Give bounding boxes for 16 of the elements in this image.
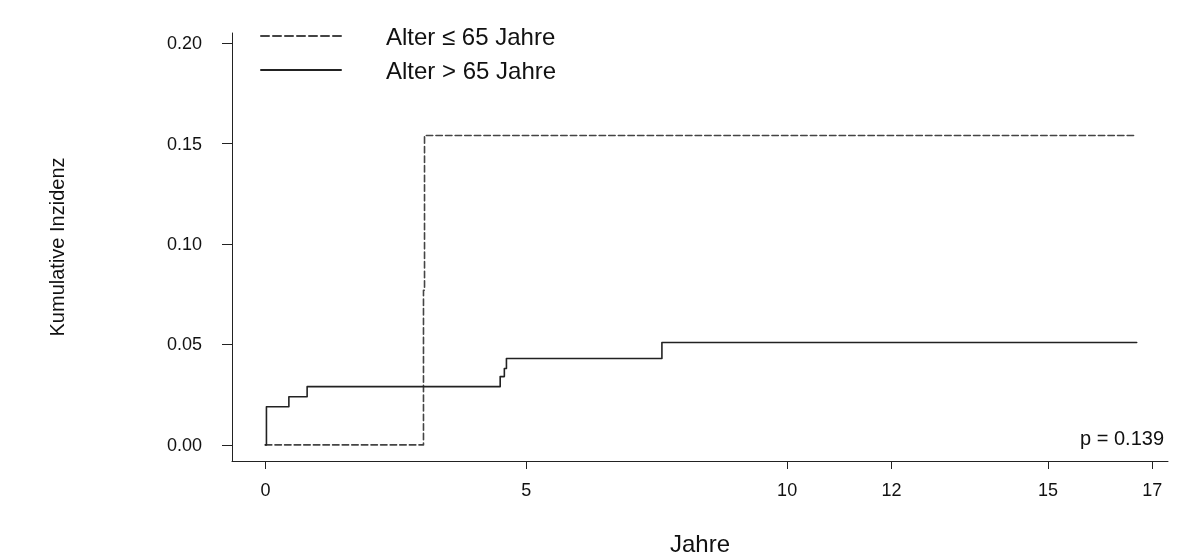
x-tick-label: 12 (881, 480, 902, 500)
y-tick-label: 0.05 (166, 334, 202, 355)
annotation: p = 0.139 (1080, 427, 1164, 449)
x-tick-label: 0 (260, 480, 271, 500)
x-axis-title: Jahre (669, 529, 731, 557)
y-tick-label: 0.10 (166, 233, 202, 254)
y-axis-title: Kumulative Inzidenz (46, 157, 68, 337)
x-tick-label: 15 (1037, 480, 1059, 500)
y-tick-label: 0.00 (166, 434, 202, 455)
y-tick-label: 0.15 (166, 133, 202, 154)
x-tick-label: 5 (521, 480, 532, 500)
legend-label: Alter ≤ 65 Jahre (386, 22, 556, 50)
legend-label: Alter > 65 Jahre (386, 56, 557, 84)
x-tick-label: 17 (1142, 480, 1163, 500)
y-tick-label: 0.20 (166, 33, 202, 54)
x-tick-label: 10 (777, 480, 798, 500)
